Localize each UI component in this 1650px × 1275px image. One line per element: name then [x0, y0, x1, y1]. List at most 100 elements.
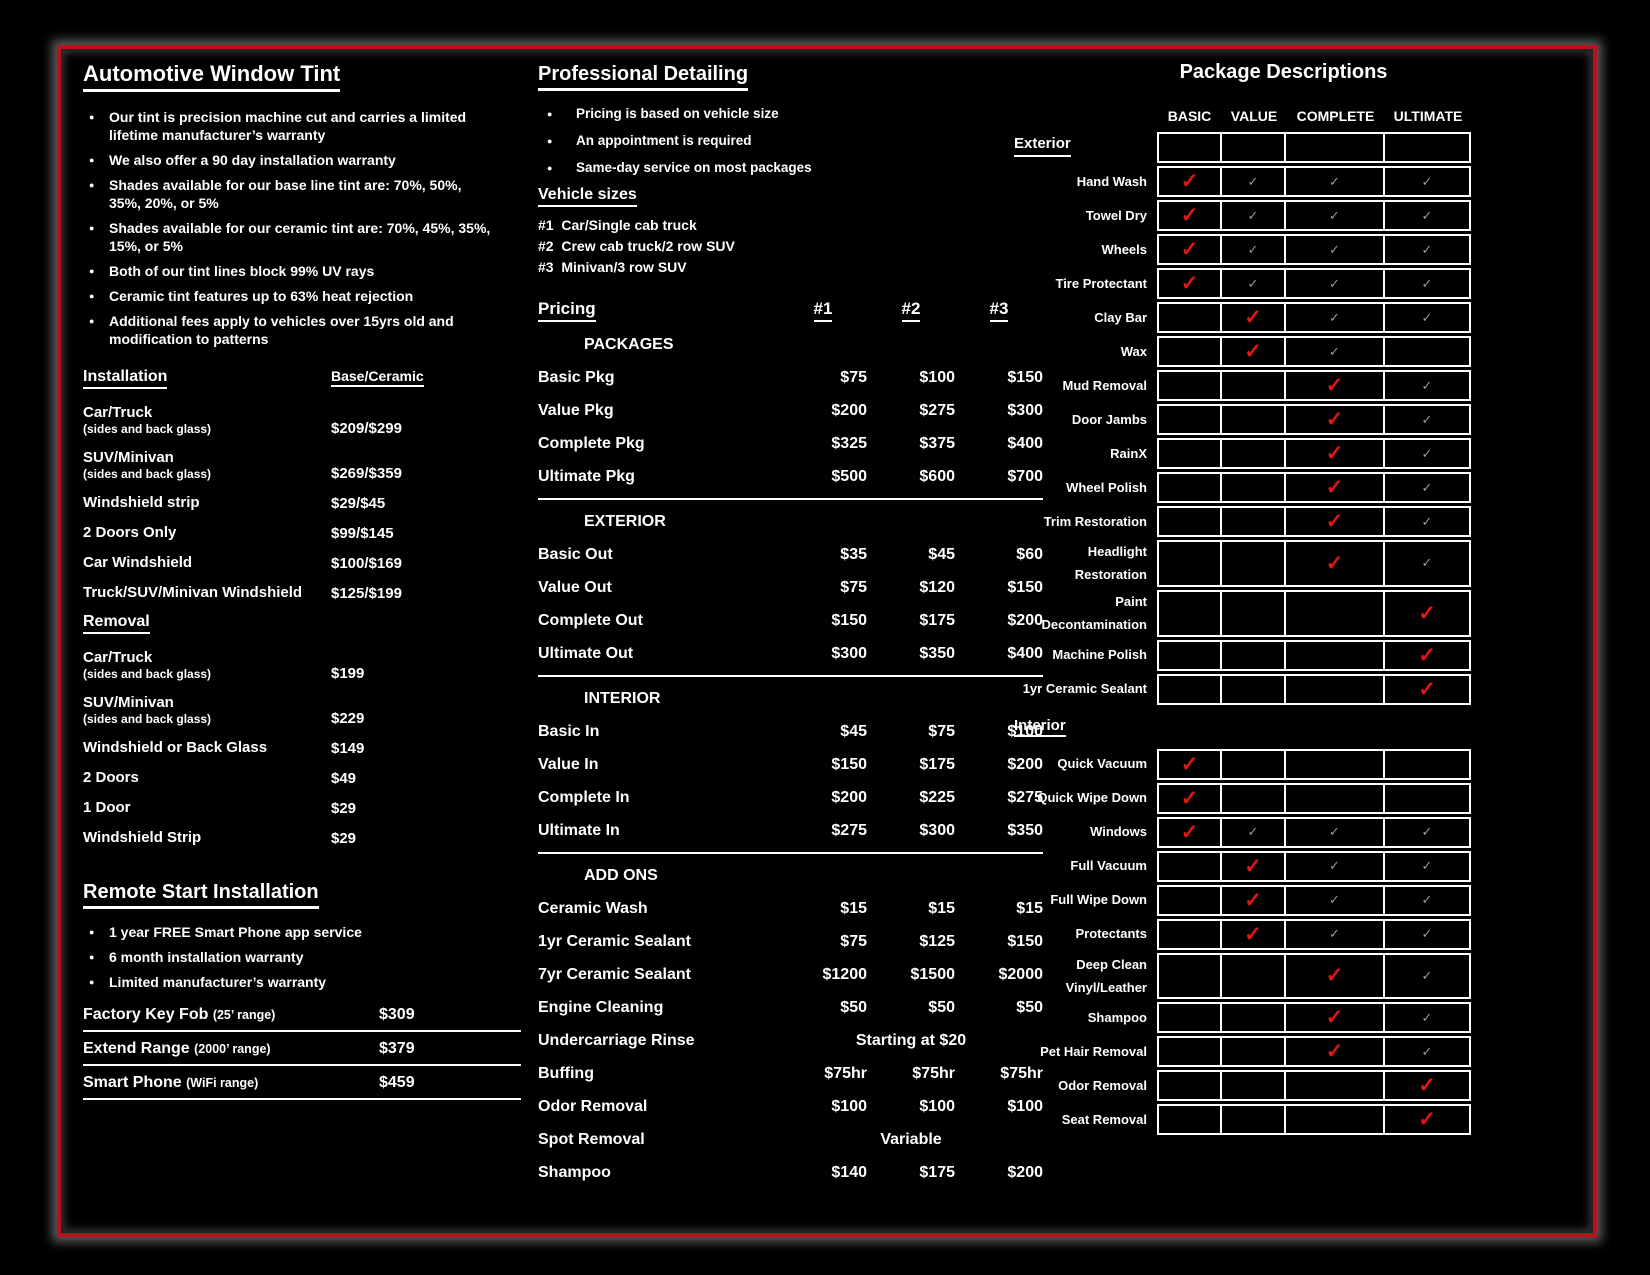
gray-check-icon: ✓ [1421, 926, 1433, 942]
pricing-row-label: Ultimate Pkg [538, 467, 635, 485]
package-grid-cell: ✓ [1284, 234, 1385, 265]
package-grid-cell [1157, 1002, 1222, 1034]
package-feature-row: Wheel Polish ✓ ✓ [1014, 472, 1489, 503]
price-2: $300 [919, 821, 955, 839]
price-2: $600 [919, 467, 955, 485]
pricing-row-label: Value Pkg [538, 401, 614, 419]
price-1: $1200 [822, 965, 868, 983]
service-sublabel: (2000’ range) [194, 1042, 271, 1056]
package-feature-row: Wax ✓ ✓ [1014, 336, 1489, 367]
gray-check-icon: ✓ [1421, 967, 1433, 983]
price-1: $150 [831, 611, 867, 629]
package-grid-cell [1220, 1002, 1286, 1034]
red-check-icon: ✓ [1180, 204, 1199, 227]
price-3: $50 [1016, 998, 1043, 1016]
package-grid-cell [1157, 540, 1222, 587]
pricing-row: Basic Pkg $75 $100 $150 [538, 361, 1043, 394]
price-2: $175 [919, 755, 955, 773]
feature-label: Mud Removal [1062, 377, 1147, 393]
section-heading-row: EXTERIOR [538, 505, 1043, 538]
pricing-row: Ultimate Out $300 $350 $400 [538, 637, 1043, 670]
gray-check-icon: ✓ [1247, 173, 1259, 189]
gray-check-icon: ✓ [1421, 858, 1433, 874]
package-grid-cell [1220, 748, 1286, 780]
package-feature-row: Windows ✓ ✓ ✓ ✓ [1014, 816, 1489, 848]
service-price: $29 [331, 800, 357, 817]
removal-heading: Removal [83, 613, 521, 634]
pricing-row-label: Complete Pkg [538, 434, 645, 452]
remote-start-rows: Factory Key Fob (25’ range) $309 Extend … [83, 998, 521, 1100]
package-grid-cell [1157, 1036, 1222, 1068]
pricing-row-label: Spot Removal [538, 1130, 645, 1148]
price-2: $100 [919, 1097, 955, 1115]
red-check-icon: ✓ [1180, 170, 1199, 193]
service-sublabel: (sides and back glass) [83, 667, 212, 681]
package-grid-cell: ✓ [1157, 748, 1222, 780]
service-price: $100/$169 [331, 555, 402, 572]
gray-check-icon: ✓ [1247, 824, 1259, 840]
red-check-icon: ✓ [1325, 374, 1344, 397]
package-feature-row: Protectants ✓ ✓ ✓ [1014, 918, 1489, 950]
gray-check-icon: ✓ [1329, 926, 1340, 942]
pricing-row: Buffing $75hr $75hr $75hr [538, 1057, 1043, 1090]
tint-bullets: ● Our tint is precision machine cut and c… [83, 108, 521, 348]
gray-check-icon: ✓ [1421, 1009, 1433, 1025]
pricing-row: Ultimate Pkg $500 $600 $700 [538, 460, 1043, 493]
package-grid-spacer-row: Exterior [1014, 132, 1489, 163]
price-2: $375 [919, 434, 955, 452]
package-grid-cell: ✓ [1383, 268, 1471, 299]
price-1: $325 [831, 434, 867, 452]
package-grid-cell: ✓ [1383, 1070, 1471, 1102]
package-grid-cell: ✓ [1383, 234, 1471, 265]
package-feature-row: Mud Removal ✓ ✓ [1014, 370, 1489, 401]
remote-bullet-item: ● 6 month installation warranty [83, 948, 521, 966]
package-grid-cell: ✓ [1383, 850, 1471, 882]
package-grid-cell: ✓ [1220, 816, 1286, 848]
package-grid-cell [1157, 132, 1222, 163]
exterior-section-rows: Basic Out $35 $45 $60 Value Out $75 $120… [538, 538, 1043, 670]
bullet-icon: ● [89, 316, 95, 326]
divider [538, 852, 1043, 854]
pricing-row-label: Undercarriage Rinse [538, 1031, 695, 1049]
package-grid-cell [1157, 952, 1222, 1000]
feature-label: RainX [1110, 445, 1147, 461]
service-label: Windshield Strip [83, 829, 202, 846]
pricing-row: Basic In $45 $75 $100 [538, 715, 1043, 748]
package-descriptions-section: Package Descriptions BASIC VALUE COMPLET… [1014, 59, 1489, 1138]
tint-bullet-item: ● Shades available for our base line tint… [83, 176, 521, 212]
package-grid-cell [1157, 639, 1222, 671]
price-1: $75 [840, 368, 867, 386]
red-check-icon: ✓ [1180, 820, 1199, 844]
remote-start-row: Factory Key Fob (25’ range) $309 [83, 998, 521, 1032]
service-sublabel: (WiFi range) [186, 1076, 259, 1090]
value-column-header: VALUE [1230, 108, 1278, 124]
pricing-row-label: Value Out [538, 578, 612, 596]
feature-label: Shampoo [1087, 1010, 1147, 1026]
feature-label: Seat Removal [1061, 1112, 1147, 1128]
price-3: $2000 [998, 965, 1044, 983]
pricing-row-label: Basic Out [538, 545, 613, 563]
section-heading-row: ADD ONS [538, 859, 1043, 892]
bullet-icon: ● [89, 977, 95, 987]
gray-check-icon: ✓ [1421, 824, 1433, 840]
gray-check-icon: ✓ [1329, 824, 1340, 840]
package-grid-cell [1220, 438, 1286, 469]
feature-label: Quick Wipe Down [1037, 790, 1147, 806]
package-grid-cell [1157, 884, 1222, 916]
pricing-row: Complete In $200 $225 $275 [538, 781, 1043, 814]
package-grid-cell: ✓ [1284, 506, 1385, 537]
package-grid-cell: ✓ [1284, 540, 1385, 587]
col-header-2: #2 [867, 299, 955, 322]
price-2: $50 [928, 998, 955, 1016]
pricing-row: Engine Cleaning $50 $50 $50 [538, 991, 1043, 1024]
installation-row: Truck/SUV/Minivan Windshield $125/$199 [83, 583, 521, 602]
service-price: $29 [331, 830, 357, 847]
vehicle-size-item: #1 Car/Single cab truck [538, 217, 697, 233]
feature-label: Towel Dry [1085, 207, 1147, 223]
package-grid-cell: ✓ [1284, 370, 1385, 401]
price-3: $400 [1007, 434, 1043, 452]
pricing-row-label: Basic Pkg [538, 368, 615, 386]
service-label: 2 Doors Only [83, 524, 177, 541]
feature-label: Hand Wash [1076, 173, 1147, 189]
price-3: $350 [1007, 821, 1043, 839]
